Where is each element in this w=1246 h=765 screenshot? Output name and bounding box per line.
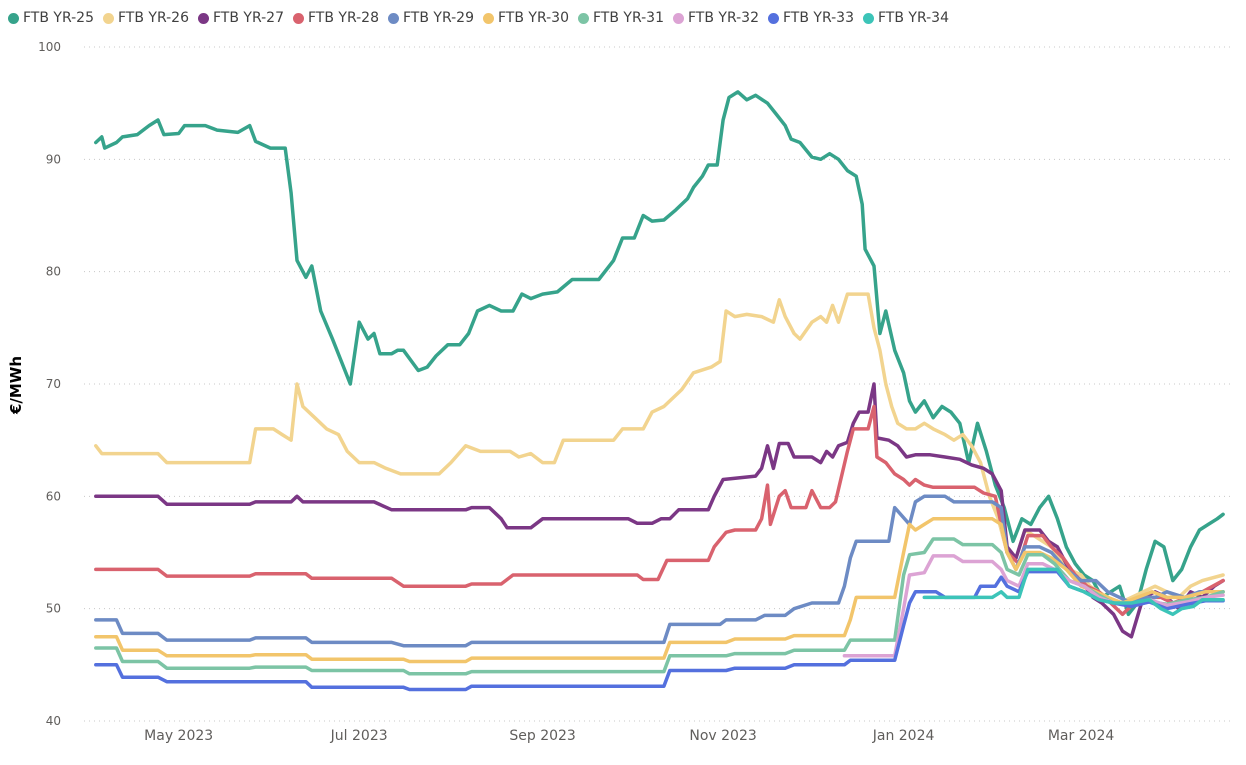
legend-item[interactable]: FTB YR-25 <box>8 10 94 26</box>
y-axis-label: €/MWh <box>7 355 25 415</box>
x-tick-label: Sep 2023 <box>509 728 575 744</box>
y-axis-ticks: 100 90 80 70 60 50 40 <box>38 40 61 728</box>
legend-label: FTB YR-32 <box>688 10 759 26</box>
x-tick-label: Jan 2024 <box>872 728 935 744</box>
legend-label: FTB YR-27 <box>213 10 284 26</box>
legend-marker-icon <box>863 12 874 24</box>
legend-label: FTB YR-34 <box>878 10 949 26</box>
legend-marker-icon <box>293 12 304 24</box>
legend-item[interactable]: FTB YR-32 <box>673 10 759 26</box>
x-tick-label: Nov 2023 <box>689 728 756 744</box>
chart-legend: FTB YR-25 FTB YR-26 FTB YR-27 FTB YR-28 FTB … <box>8 8 958 28</box>
legend-item[interactable]: FTB YR-29 <box>388 10 474 26</box>
y-tick-label: 70 <box>46 377 61 391</box>
y-tick-label: 50 <box>46 602 61 616</box>
legend-label: FTB YR-33 <box>783 10 854 26</box>
series-line-ftb-yr-30[interactable] <box>94 517 1225 664</box>
y-tick-label: 80 <box>46 265 61 279</box>
y-tick-label: 60 <box>46 489 61 503</box>
y-tick-label: 40 <box>46 714 61 728</box>
series-line-ftb-yr-34[interactable] <box>922 567 1225 617</box>
legend-marker-icon <box>673 12 684 24</box>
legend-item[interactable]: FTB YR-27 <box>198 10 284 26</box>
legend-marker-icon <box>578 12 589 24</box>
legend-label: FTB YR-25 <box>23 10 94 26</box>
y-tick-label: 90 <box>46 152 61 166</box>
x-axis-ticks: May 2023 Jul 2023 Sep 2023 Nov 2023 Jan 2024… <box>144 728 1114 744</box>
legend-marker-icon <box>768 12 779 24</box>
y-tick-label: 100 <box>38 40 61 54</box>
series-line-ftb-yr-25[interactable] <box>94 90 1225 617</box>
legend-item[interactable]: FTB YR-31 <box>578 10 664 26</box>
legend-label: FTB YR-26 <box>118 10 189 26</box>
gridlines <box>84 46 1232 722</box>
legend-marker-icon <box>103 12 114 24</box>
x-tick-label: Jul 2023 <box>330 728 388 744</box>
legend-marker-icon <box>483 12 494 24</box>
legend-label: FTB YR-29 <box>403 10 474 26</box>
legend-label: FTB YR-31 <box>593 10 664 26</box>
legend-item[interactable]: FTB YR-28 <box>293 10 379 26</box>
legend-item[interactable]: FTB YR-26 <box>103 10 189 26</box>
legend-item[interactable]: FTB YR-30 <box>483 10 569 26</box>
series-lines <box>94 90 1225 692</box>
legend-marker-icon <box>198 12 209 24</box>
x-tick-label: Mar 2024 <box>1048 728 1115 744</box>
legend-marker-icon <box>388 12 399 24</box>
legend-item[interactable]: FTB YR-34 <box>863 10 949 26</box>
legend-label: FTB YR-28 <box>308 10 379 26</box>
legend-label: FTB YR-30 <box>498 10 569 26</box>
x-tick-label: May 2023 <box>144 728 213 744</box>
legend-marker-icon <box>8 12 19 24</box>
legend-item[interactable]: FTB YR-33 <box>768 10 854 26</box>
series-line-ftb-yr-29[interactable] <box>94 494 1225 648</box>
